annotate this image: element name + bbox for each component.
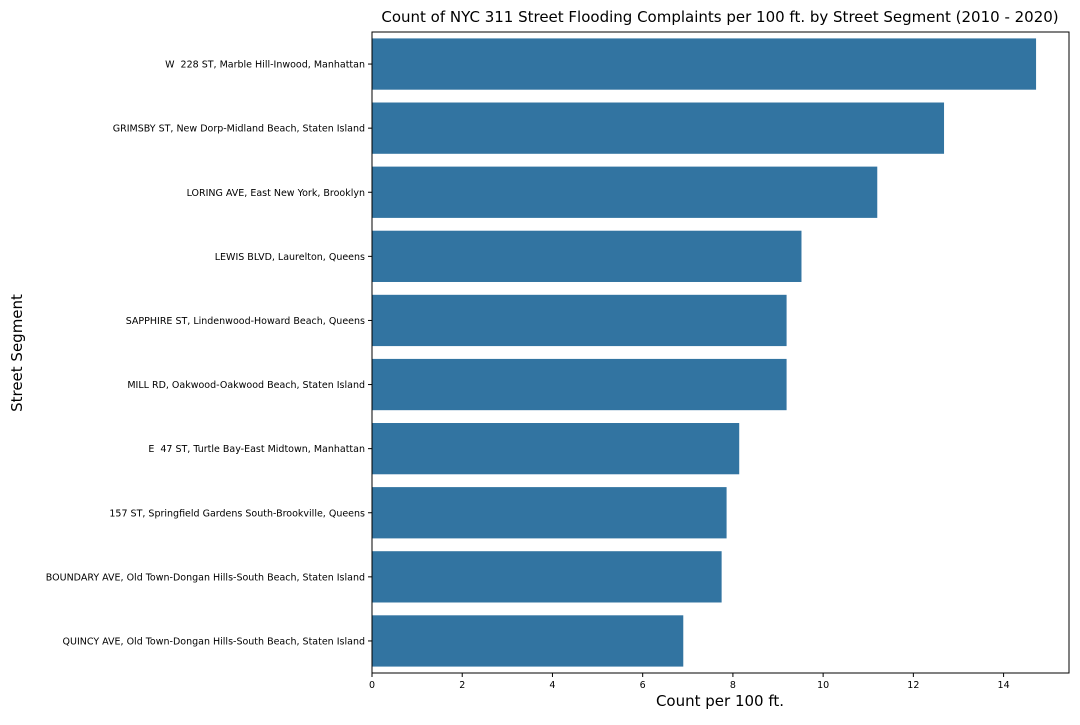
x-tick-label: 4 xyxy=(549,680,555,691)
x-tick-label: 10 xyxy=(817,680,829,691)
plot-frame xyxy=(371,31,1070,674)
y-tick-label: SAPPHIRE ST, Lindenwood-Howard Beach, Qu… xyxy=(126,316,365,327)
chart-title: Count of NYC 311 Street Flooding Complai… xyxy=(381,8,1058,26)
y-tick-label: GRIMSBY ST, New Dorp-Midland Beach, Stat… xyxy=(113,124,365,135)
x-axis-label: Count per 100 ft. xyxy=(656,692,784,710)
bar xyxy=(372,230,802,282)
bar xyxy=(372,358,787,411)
y-tick-labels: W 228 ST, Marble Hill-Inwood, Manhattan G… xyxy=(46,60,372,647)
bars-group xyxy=(372,38,1037,667)
x-tick-label: 12 xyxy=(907,680,919,691)
y-tick-label: LEWIS BLVD, Laurelton, Queens xyxy=(215,252,365,263)
y-axis-label: Street Segment xyxy=(8,294,26,412)
bar xyxy=(372,423,740,475)
x-tick-label: 8 xyxy=(730,680,736,691)
bar xyxy=(372,294,787,347)
x-tick-label: 0 xyxy=(369,680,375,691)
bar xyxy=(372,38,1037,90)
x-ticks: 0 2 4 6 8 10 12 14 xyxy=(369,673,1010,691)
y-tick-label: QUINCY AVE, Old Town-Dongan Hills-South … xyxy=(63,636,365,647)
y-tick-label: W 228 ST, Marble Hill-Inwood, Manhattan xyxy=(165,60,365,71)
x-tick-label: 2 xyxy=(459,680,465,691)
bar xyxy=(372,615,684,667)
y-tick-label: E 47 ST, Turtle Bay-East Midtown, Manhat… xyxy=(148,444,365,455)
bar xyxy=(372,551,722,603)
bar xyxy=(372,487,727,539)
bar xyxy=(372,102,945,154)
x-tick-label: 6 xyxy=(640,680,646,691)
y-tick-label: 157 ST, Springfield Gardens South-Brookv… xyxy=(109,508,365,519)
y-tick-label: BOUNDARY AVE, Old Town-Dongan Hills-Sout… xyxy=(46,572,365,583)
bar xyxy=(372,166,878,218)
y-tick-label: MILL RD, Oakwood-Oakwood Beach, Staten I… xyxy=(127,380,365,391)
y-tick-label: LORING AVE, East New York, Brooklyn xyxy=(187,188,365,199)
x-tick-label: 14 xyxy=(998,680,1010,691)
